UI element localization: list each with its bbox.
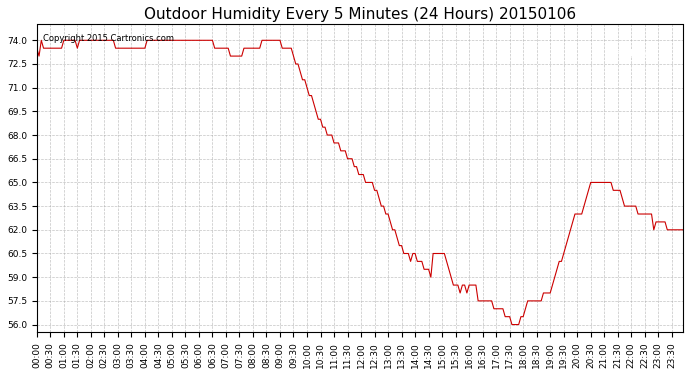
Title: Outdoor Humidity Every 5 Minutes (24 Hours) 20150106: Outdoor Humidity Every 5 Minutes (24 Hou… (144, 7, 576, 22)
Text: Copyright 2015 Cartronics.com: Copyright 2015 Cartronics.com (43, 34, 175, 43)
